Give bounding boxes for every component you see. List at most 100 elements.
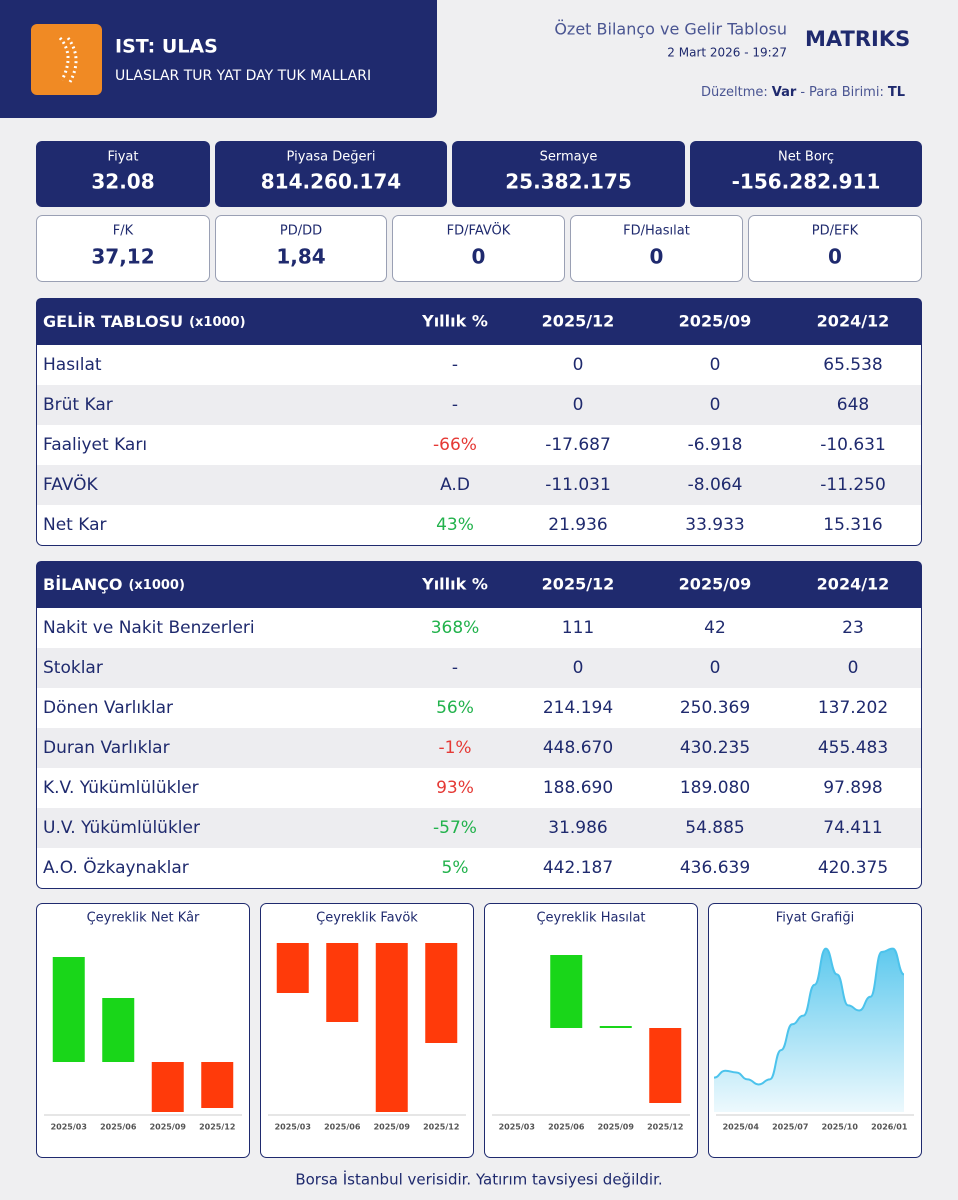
bar <box>375 943 408 1112</box>
ratio-label: FD/FAVÖK <box>447 222 511 239</box>
table-title: GELİR TABLOSU (x1000) <box>43 312 246 331</box>
x-tick-label: 2025/12 <box>647 1123 683 1132</box>
table-header <box>36 561 922 608</box>
row-value: 214.194 <box>543 698 613 718</box>
row-label: Nakit ve Nakit Benzerleri <box>43 618 255 638</box>
column-header: Yıllık % <box>421 312 488 331</box>
row-value: 0 <box>573 355 584 375</box>
price-area <box>714 948 904 1112</box>
row-value: 455.483 <box>818 738 888 758</box>
row-change: - <box>452 355 458 375</box>
ratio-value: 0 <box>650 245 664 269</box>
table-header <box>36 298 922 345</box>
column-header: 2025/09 <box>679 312 752 331</box>
metric-label: Net Borç <box>778 150 834 165</box>
metric-value: 814.260.174 <box>261 170 401 194</box>
row-value: 250.369 <box>680 698 750 718</box>
ratio-box <box>748 215 922 282</box>
metric-value: 25.382.175 <box>505 170 632 194</box>
row-value: 31.986 <box>548 818 607 838</box>
column-header: 2025/09 <box>679 575 752 594</box>
row-change: - <box>452 658 458 678</box>
row-value: 436.639 <box>680 858 750 878</box>
column-header: 2025/12 <box>542 575 615 594</box>
row-stripe <box>37 385 921 425</box>
adjustment-separator: - <box>800 85 805 100</box>
metric-label: Sermaye <box>540 150 598 165</box>
row-change: - <box>452 395 458 415</box>
ratio-value: 37,12 <box>91 245 154 269</box>
table-title: BİLANÇO (x1000) <box>43 575 185 594</box>
bar <box>151 1062 184 1112</box>
row-change: -1% <box>438 738 471 758</box>
bar <box>201 1062 234 1108</box>
row-label: Faaliyet Karı <box>43 435 147 455</box>
chart-title: Fiyat Grafiği <box>776 911 854 926</box>
company-name: ULASLAR TUR YAT DAY TUK MALLARI <box>115 68 371 84</box>
ratio-label: FD/Hasılat <box>623 224 690 239</box>
adjustment-adjustment_label: Düzeltme: <box>701 85 768 100</box>
metric-label: Piyasa Değeri <box>287 150 376 165</box>
bar <box>649 1028 682 1103</box>
x-tick-label: 2025/04 <box>723 1123 760 1132</box>
metric-label: Fiyat <box>108 150 139 165</box>
row-value: 21.936 <box>548 515 607 535</box>
ratio-label: PD/EFK <box>812 224 859 239</box>
metric-box <box>36 141 210 207</box>
row-value: 33.933 <box>685 515 744 535</box>
chart-title: Çeyreklik Hasılat <box>536 911 645 926</box>
column-header: 2024/12 <box>817 312 890 331</box>
row-change: 5% <box>442 858 469 878</box>
row-value: 111 <box>562 618 594 638</box>
row-value: 188.690 <box>543 778 613 798</box>
content: IST: ULAS ULASLAR TUR YAT DAY TUK MALLARI… <box>36 20 922 1189</box>
row-value: 448.670 <box>543 738 613 758</box>
x-tick-label: 2026/01 <box>871 1123 908 1132</box>
row-stripe <box>37 465 921 505</box>
x-tick-label: 2025/09 <box>598 1123 635 1132</box>
metric-value: -156.282.911 <box>732 170 881 194</box>
x-tick-label: 2025/03 <box>275 1123 311 1132</box>
metric-value: 32.08 <box>91 170 154 194</box>
x-tick-label: 2025/10 <box>822 1123 859 1132</box>
row-value: -11.250 <box>820 475 886 495</box>
adjustment-adjustment: Var <box>772 85 797 100</box>
bar <box>425 943 458 1043</box>
x-tick-label: 2025/09 <box>150 1123 187 1132</box>
row-value: 0 <box>710 658 721 678</box>
row-value: 23 <box>842 618 864 638</box>
row-value: -11.031 <box>545 475 611 495</box>
x-tick-label: 2025/03 <box>499 1123 535 1132</box>
report-date: 2 Mart 2026 - 19:27 <box>667 46 787 60</box>
x-tick-label: 2025/09 <box>374 1123 411 1132</box>
row-label: A.O. Özkaynaklar <box>43 856 189 878</box>
x-tick-label: 2025/12 <box>199 1123 235 1132</box>
x-tick-label: 2025/07 <box>772 1123 808 1132</box>
row-stripe <box>37 648 921 688</box>
row-value: 648 <box>837 395 869 415</box>
ratio-value: 0 <box>828 245 842 269</box>
row-value: 54.885 <box>685 818 744 838</box>
row-value: 137.202 <box>818 698 888 718</box>
row-value: -10.631 <box>820 435 886 455</box>
bar <box>52 957 85 1062</box>
column-header: 2024/12 <box>817 575 890 594</box>
x-tick-label: 2025/12 <box>423 1123 459 1132</box>
row-change: -66% <box>433 435 477 455</box>
ratio-box <box>36 215 210 282</box>
ratio-label: F/K <box>113 224 134 239</box>
row-change: 368% <box>431 618 480 638</box>
ratio-box <box>215 215 387 282</box>
table-title-text: GELİR TABLOSU <box>43 312 183 331</box>
row-label: FAVÖK <box>43 473 98 495</box>
row-label: Hasılat <box>43 355 102 375</box>
row-stripe <box>37 808 921 848</box>
row-value: 430.235 <box>680 738 750 758</box>
chart-title: Çeyreklik Net Kâr <box>87 911 200 926</box>
header-panel <box>0 0 437 118</box>
metric-box <box>215 141 447 207</box>
row-value: 15.316 <box>823 515 882 535</box>
row-change: -57% <box>433 818 477 838</box>
row-change: 43% <box>436 515 474 535</box>
